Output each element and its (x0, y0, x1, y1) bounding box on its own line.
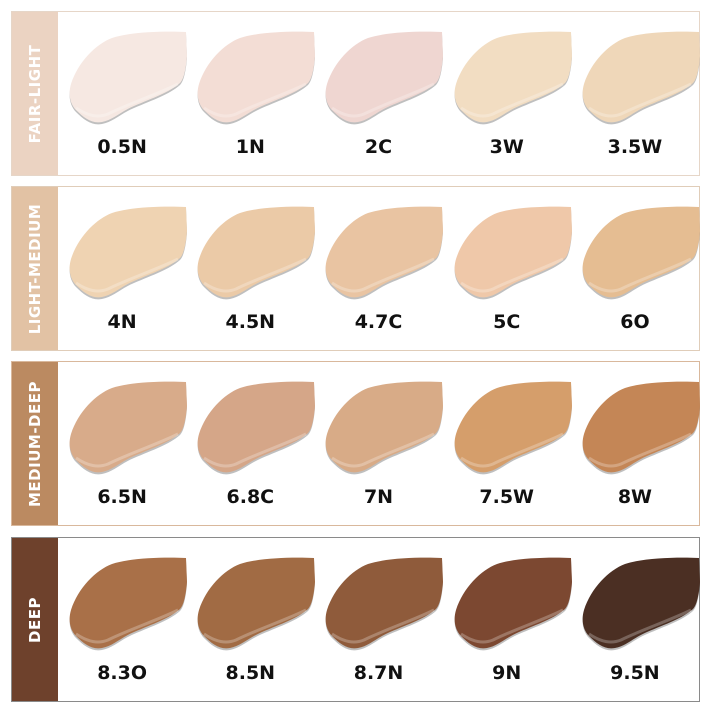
shade-swatch (454, 206, 572, 300)
shade-swatch (69, 381, 187, 475)
shade-group-medium-deep: MEDIUM-DEEP 6.5N 6.8C 7N 7.5W 8W (11, 361, 700, 526)
shade-swatch (326, 206, 444, 300)
shade-item: 6.8C (186, 362, 316, 525)
shade-item: 8.7N (314, 538, 444, 701)
shade-swatch (454, 31, 572, 125)
shade-name: 3.5W (607, 136, 663, 158)
shade-name: 4.7C (354, 311, 403, 333)
shade-swatch (69, 557, 187, 651)
shade-item: 5C (443, 187, 572, 350)
shade-swatch (326, 31, 444, 125)
shade-item: 9.5N (571, 538, 700, 701)
shade-swatch (197, 206, 316, 300)
shade-swatch (582, 557, 700, 651)
group-label: MEDIUM-DEEP (26, 380, 44, 507)
shade-item: 8W (571, 362, 700, 525)
shade-item: 9N (443, 538, 572, 701)
shade-name: 8.7N (353, 662, 404, 684)
shade-swatch (197, 557, 316, 651)
group-label: DEEP (26, 596, 44, 643)
shade-swatch (582, 31, 700, 125)
group-band: LIGHT-MEDIUM (12, 187, 58, 350)
shade-swatch (197, 381, 316, 475)
shade-item: 8.3O (58, 538, 187, 701)
group-band: MEDIUM-DEEP (12, 362, 58, 525)
shade-group-light-medium: LIGHT-MEDIUM 4N 4.5N 4.7C 5C 6O (11, 186, 700, 351)
shade-name: 6.8C (226, 486, 275, 508)
shade-name: 6.5N (97, 486, 147, 508)
group-band: FAIR-LIGHT (12, 12, 58, 175)
shade-name: 8.5N (225, 662, 276, 684)
shade-name: 9N (492, 662, 522, 684)
shade-swatch (326, 557, 444, 651)
shade-name: 0.5N (97, 136, 147, 158)
shade-item: 0.5N (58, 12, 187, 175)
shade-name: 9.5N (610, 662, 660, 684)
shade-item: 3.5W (571, 12, 700, 175)
shade-group-deep: DEEP 8.3O 8.5N 8.7N 9N 9.5N (11, 537, 700, 702)
shade-name: 1N (235, 136, 265, 158)
shade-swatch (326, 381, 444, 475)
shade-name: 4N (107, 311, 137, 333)
shade-name: 5C (493, 311, 521, 333)
shade-item: 6.5N (58, 362, 187, 525)
shade-item: 6O (571, 187, 700, 350)
shade-item: 3W (443, 12, 572, 175)
shade-item: 4N (58, 187, 187, 350)
group-label: FAIR-LIGHT (26, 44, 44, 143)
shade-name: 2C (364, 136, 393, 158)
shade-name: 7.5W (479, 486, 535, 508)
shade-name: 8W (617, 486, 652, 508)
shade-item: 8.5N (186, 538, 316, 701)
shade-swatch (69, 206, 187, 300)
shade-item: 4.5N (186, 187, 316, 350)
shade-swatch (69, 31, 187, 125)
group-label: LIGHT-MEDIUM (26, 203, 44, 334)
shade-item: 7N (314, 362, 444, 525)
shade-name: 4.5N (225, 311, 276, 333)
shade-swatch (582, 206, 700, 300)
shade-item: 1N (186, 12, 316, 175)
shade-name: 3W (489, 136, 524, 158)
shade-swatch (454, 381, 572, 475)
shade-name: 8.3O (97, 662, 147, 684)
shade-item: 2C (314, 12, 444, 175)
shade-item: 7.5W (443, 362, 572, 525)
group-band: DEEP (12, 538, 58, 701)
shade-swatch (454, 557, 572, 651)
shade-name: 6O (620, 311, 650, 333)
shade-group-fair-light: FAIR-LIGHT 0.5N 1N 2C 3W 3.5W (11, 11, 700, 176)
shade-item: 4.7C (314, 187, 444, 350)
shade-swatch (582, 381, 700, 475)
shade-name: 7N (363, 486, 394, 508)
shade-swatch (197, 31, 316, 125)
